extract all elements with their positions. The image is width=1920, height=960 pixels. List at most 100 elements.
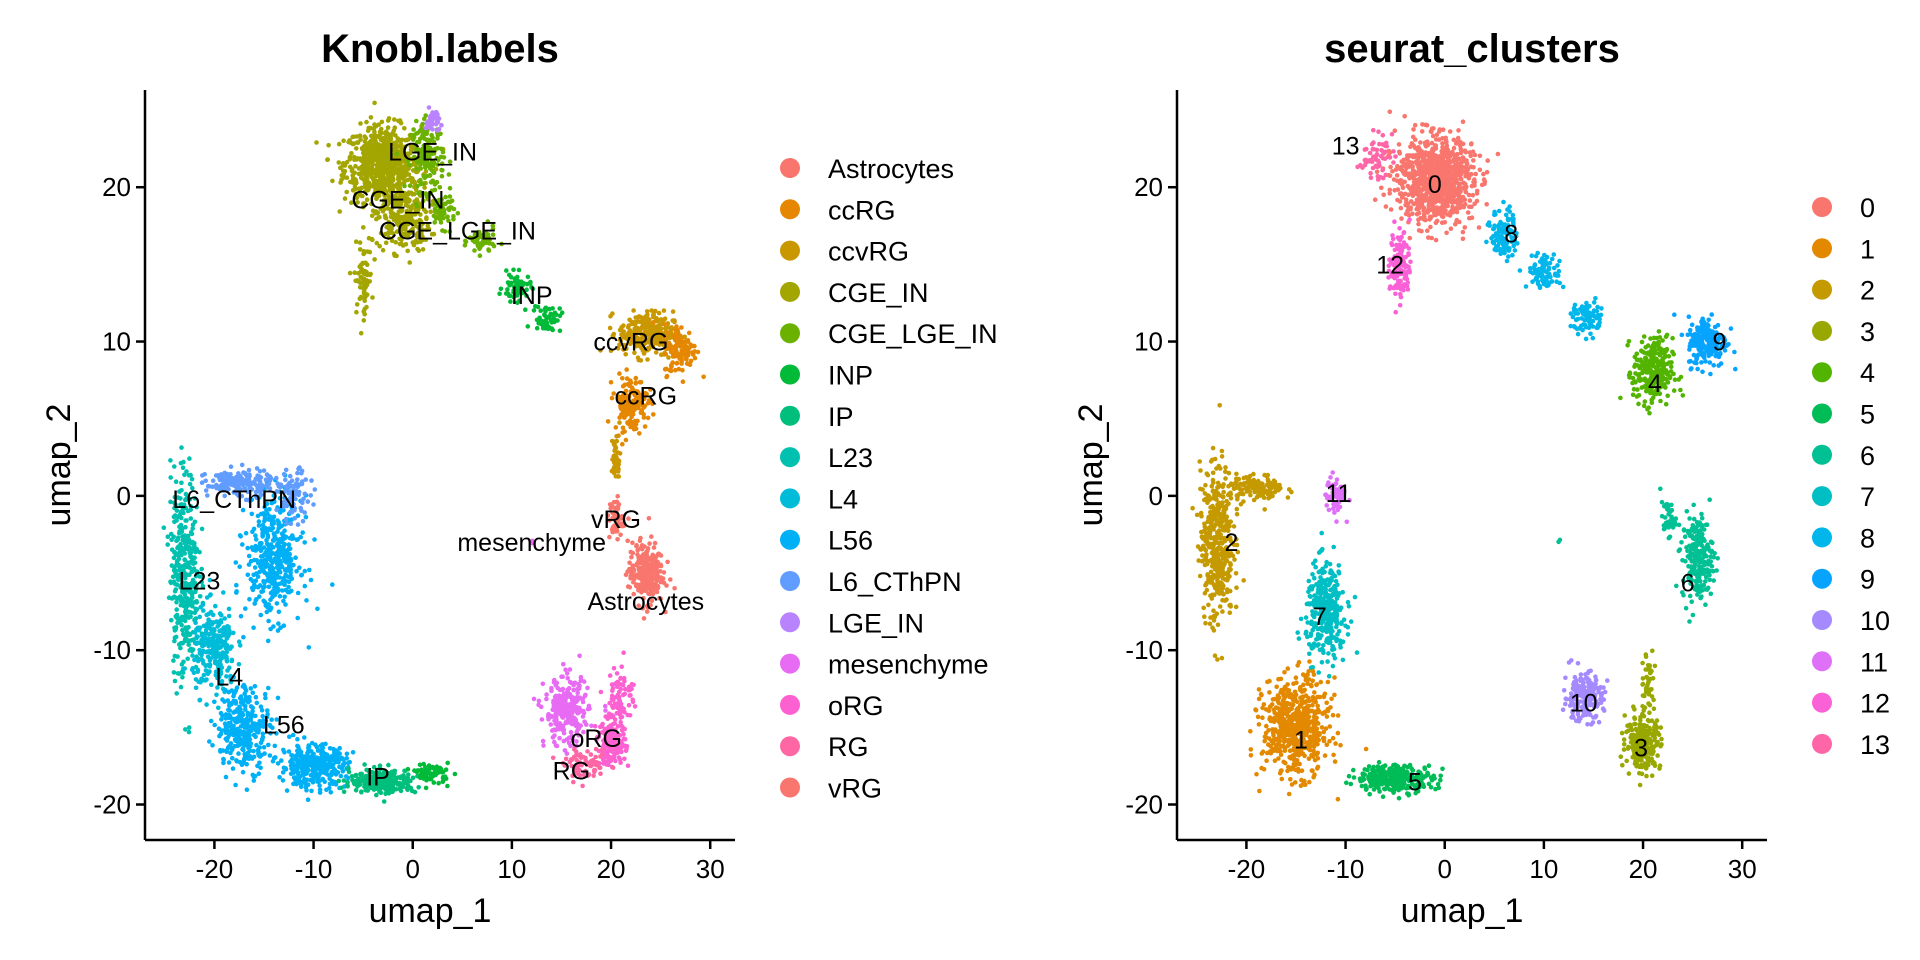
data-point [567,679,573,685]
data-point [282,750,287,755]
data-point [194,641,200,646]
data-point [348,179,353,185]
data-point [188,559,194,564]
data-point [368,115,374,120]
data-point [670,318,675,323]
data-point [337,745,343,751]
data-point [175,671,181,676]
data-point [393,786,399,792]
data-point [253,713,258,719]
data-point [182,557,187,562]
data-point [380,247,386,253]
data-point [534,325,540,331]
data-point [243,606,248,611]
data-point [381,143,386,148]
data-point [301,769,307,775]
data-point [632,576,637,582]
data-point [288,763,294,768]
data-point [368,271,373,277]
data-point [661,308,667,313]
data-point [172,588,178,594]
data-point [245,710,251,716]
data-point [217,639,223,645]
data-point [359,771,365,777]
data-point [344,160,350,165]
data-point [349,167,355,172]
data-point [381,155,387,160]
data-point [252,565,258,570]
data-point [538,321,544,327]
data-point [636,567,642,572]
data-point [432,769,438,775]
data-point [227,724,232,729]
data-point [242,725,247,730]
data-point [337,209,343,214]
data-point [299,498,305,504]
data-point [290,753,296,758]
data-point [629,572,634,577]
data-point [165,542,170,547]
data-point [312,487,318,492]
data-point [617,420,622,425]
data-point [683,351,688,357]
data-point [207,650,213,655]
data-point [376,143,381,148]
data-point [425,776,431,782]
data-point [472,248,477,253]
data-point [174,607,179,612]
data-point [252,684,258,689]
data-point [178,547,184,552]
data-point [256,771,262,776]
data-point [657,569,663,574]
data-point [297,778,302,783]
data-point [223,774,229,780]
data-point [358,330,364,336]
data-point [201,642,207,648]
data-point [222,627,228,633]
data-point [248,576,254,582]
data-point [193,685,199,691]
data-point [242,741,248,747]
data-point [361,168,366,173]
data-point [262,584,267,590]
data-point [251,572,256,578]
data-point [259,546,264,551]
data-point [569,702,575,707]
data-point [253,734,258,740]
data-point [213,650,219,656]
data-point [172,653,178,659]
data-point [219,717,224,722]
data-point [188,545,193,551]
data-point [182,472,187,478]
data-point [210,743,215,748]
data-point [286,584,291,590]
data-point [330,778,335,784]
data-point [336,160,342,165]
data-point [230,755,235,761]
data-point [609,468,615,474]
data-point [192,540,197,546]
data-point [317,790,323,795]
data-point [645,415,651,421]
data-point [449,205,454,210]
data-point [260,533,265,538]
data-point [245,572,251,578]
data-point [234,582,239,588]
data-point [183,602,189,608]
data-point [365,128,371,134]
data-point [410,775,416,781]
data-point [319,757,325,762]
data-point [430,110,435,115]
data-point [560,715,566,720]
data-point [664,366,669,372]
data-point [229,657,235,663]
data-point [277,575,283,580]
data-point [246,696,251,701]
data-point [411,127,416,132]
data-point [354,134,360,139]
panel-knobl-labels: -20 -10 0 10 20 30-20-1001020Knobl.labelsumap… [40,27,998,930]
data-point [354,146,359,151]
data-point [306,745,311,751]
data-point [354,195,360,201]
data-point [266,584,272,590]
